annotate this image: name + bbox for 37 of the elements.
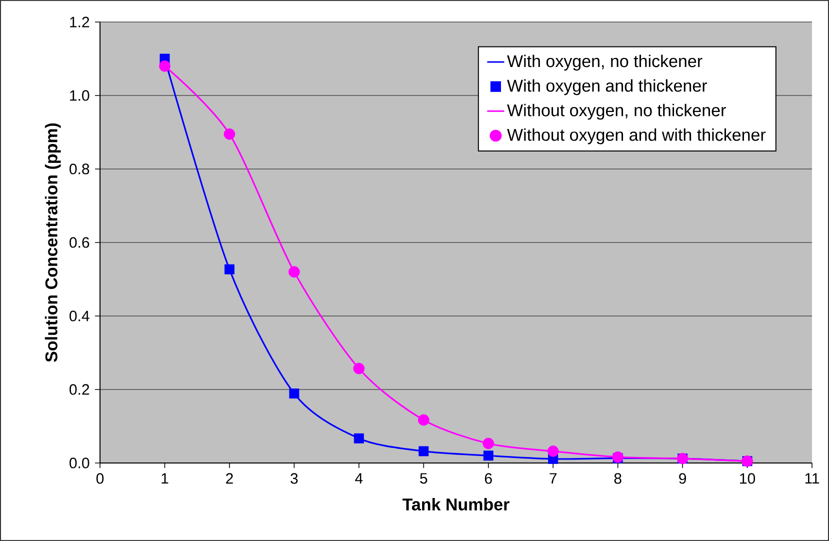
x-tick-label: 2 (226, 473, 233, 484)
point (224, 128, 236, 140)
x-tick-label: 5 (420, 473, 428, 484)
legend-label: With oxygen and thickener (507, 79, 708, 96)
x-axis-title: Tank Number (402, 498, 510, 510)
point (288, 266, 300, 278)
x-tick-label: 6 (484, 473, 492, 484)
legend-label: Without oxygen and with thickener (507, 128, 766, 144)
point (353, 362, 365, 374)
y-tick-label: 1.2 (70, 16, 90, 28)
y-tick-label: 1.0 (70, 90, 90, 101)
point (547, 446, 559, 457)
y-tick-label: 0.4 (70, 310, 90, 322)
point (159, 60, 170, 72)
y-tick-label: 0.0 (70, 458, 90, 468)
point (289, 388, 300, 399)
point (418, 446, 429, 456)
point (418, 414, 430, 426)
x-tick-label: 1 (162, 473, 168, 484)
x-tick-label: 0 (96, 473, 104, 484)
x-tick-label: 10 (740, 473, 756, 484)
x-tick-label: 7 (550, 473, 557, 484)
point (483, 450, 494, 461)
y-tick-label: 0.2 (70, 384, 90, 395)
legend-label: With oxygen, no thickener (507, 54, 702, 71)
point (482, 438, 494, 450)
x-tick-label: 8 (614, 473, 622, 484)
x-tick-label: 9 (679, 473, 686, 484)
y-axis-title: Solution Concentration (ppm) (44, 123, 61, 362)
point (354, 433, 364, 444)
y-tick-label: 0.8 (70, 164, 90, 174)
x-tick-label: 11 (805, 473, 820, 484)
x-tick-label: 3 (290, 473, 298, 484)
y-tick-label: 0.6 (70, 237, 90, 248)
x-tick-label: 4 (355, 473, 363, 484)
legend-label: Without oxygen, no thickener (507, 104, 726, 120)
point (224, 264, 234, 274)
